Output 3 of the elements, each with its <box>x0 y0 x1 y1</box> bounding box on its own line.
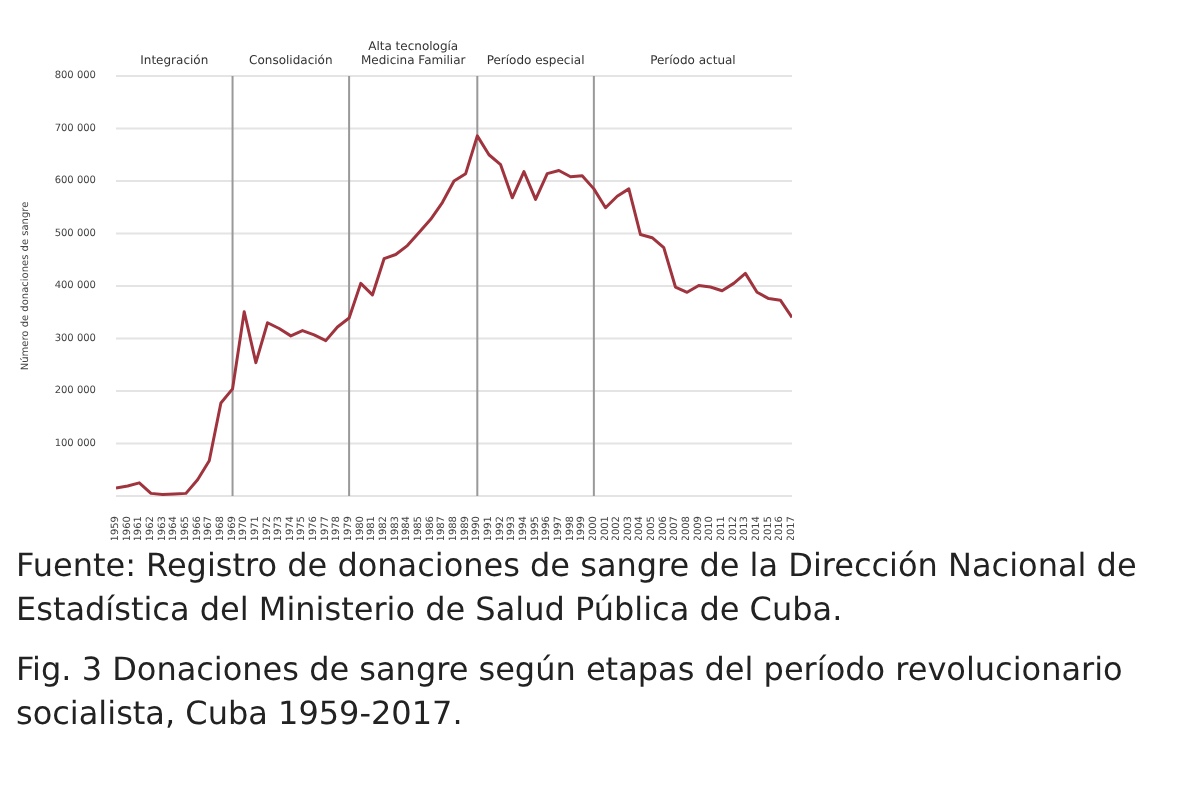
line-series <box>116 134 792 496</box>
caption: Fig. 3 Donaciones de sangre según etapas del período revolucionario socialista, Cuba 1959-2017. <box>16 648 1125 736</box>
source-note: Fuente: Registro de donaciones de sangre de la Dirección Nacional de Estadística del Ministerio de Salud Pública de Cuba. <box>16 544 1139 632</box>
